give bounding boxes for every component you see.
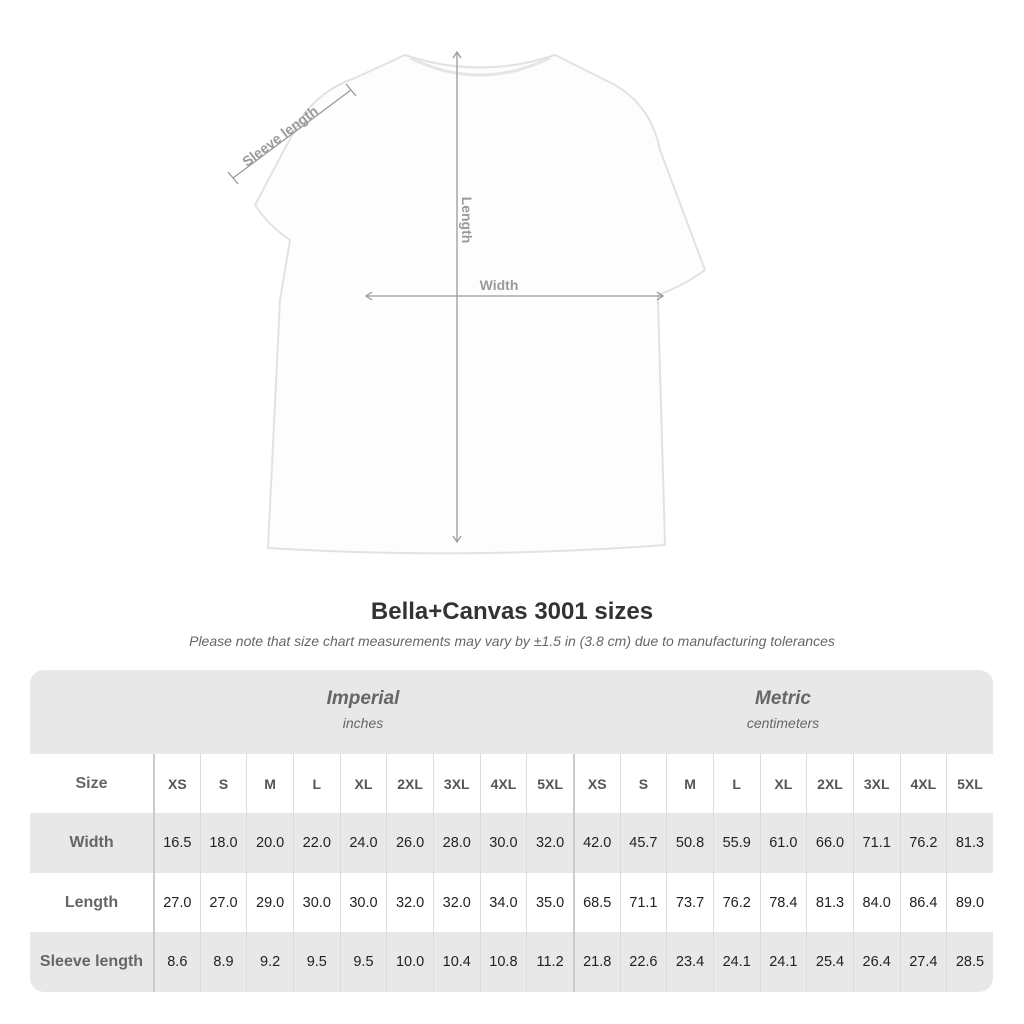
metric-value-cell: 45.7: [619, 813, 667, 873]
imperial-value-cell: 9.2: [246, 932, 293, 992]
row-label: Width: [69, 834, 114, 851]
imperial-value-cell: 10.4: [432, 932, 480, 992]
metric-value-cell: 76.2: [712, 873, 760, 932]
metric-value-cell: 81.3: [946, 813, 993, 873]
imperial-value-cell: 9.5: [339, 932, 387, 992]
size-header-cell: 4XL: [899, 754, 947, 813]
tshirt-diagram: Sleeve length Length Width: [227, 50, 707, 555]
length-label: Length: [459, 197, 475, 244]
size-header-cell: M: [246, 754, 293, 813]
metric-value-cell: 42.0: [572, 813, 620, 873]
metric-value-cell: 61.0: [759, 813, 807, 873]
size-header-cell: 5XL: [946, 754, 993, 813]
size-header-cell: XL: [339, 754, 387, 813]
metric-value-cell: 28.5: [946, 932, 993, 992]
imperial-header: Imperial inches: [153, 670, 573, 754]
metric-value-cell: 50.8: [666, 813, 713, 873]
metric-value-cell: 27.4: [899, 932, 947, 992]
row-label: Size: [75, 774, 108, 792]
size-header-cell: 2XL: [386, 754, 433, 813]
imperial-value-cell: 16.5: [153, 813, 200, 873]
imperial-unit: inches: [342, 715, 384, 731]
imperial-label: Imperial: [326, 688, 400, 709]
metric-value-cell: 21.8: [572, 932, 620, 992]
size-header-cell: 4XL: [479, 754, 527, 813]
imperial-value-cell: 35.0: [526, 873, 573, 932]
imperial-value-cell: 32.0: [432, 873, 480, 932]
metric-unit: centimeters: [746, 715, 820, 731]
metric-value-cell: 89.0: [946, 873, 993, 932]
size-row: Size XS S M L XL 2XL 3XL 4XL 5XL XS S M L XL 2XL 3XL 4XL 5…: [30, 754, 993, 813]
imperial-value-cell: 24.0: [339, 813, 387, 873]
size-header-cell: 3XL: [432, 754, 480, 813]
sleeve-measure-line: [232, 89, 352, 179]
metric-value-cell: 81.3: [806, 873, 853, 932]
size-header-cell: XS: [153, 754, 200, 813]
imperial-value-cell: 34.0: [479, 873, 527, 932]
metric-value-cell: 71.1: [619, 873, 667, 932]
imperial-value-cell: 28.0: [432, 813, 480, 873]
size-header-cell: XL: [759, 754, 807, 813]
metric-value-cell: 66.0: [806, 813, 853, 873]
metric-header: Metric centimeters: [573, 670, 993, 754]
imperial-value-cell: 30.0: [292, 873, 340, 932]
size-table: Imperial inches Metric centimeters Size X…: [30, 670, 993, 992]
table-row: Sleeve length 8.6 8.9 9.2 9.5 9.5 10.0 10.4 10.8…: [30, 932, 993, 992]
metric-value-cell: 73.7: [666, 873, 713, 932]
metric-value-cell: 68.5: [572, 873, 620, 932]
imperial-value-cell: 30.0: [479, 813, 527, 873]
table-row: Width 16.5 18.0 20.0 22.0 24.0 26.0 28.0 30.0 32.…: [30, 813, 993, 873]
page-title: Bella+Canvas 3001 sizes: [370, 598, 654, 625]
size-header-cell: XS: [572, 754, 620, 813]
imperial-value-cell: 32.0: [386, 873, 433, 932]
metric-value-cell: 86.4: [899, 873, 947, 932]
tolerance-note: Please note that size chart measurements…: [189, 633, 835, 649]
imperial-value-cell: 30.0: [339, 873, 387, 932]
width-label: Width: [480, 277, 519, 293]
table-row: Length 27.0 27.0 29.0 30.0 30.0 32.0 32.0 34.0 35…: [30, 873, 993, 932]
imperial-value-cell: 9.5: [292, 932, 340, 992]
metric-value-cell: 84.0: [852, 873, 900, 932]
size-header-cell: 2XL: [806, 754, 853, 813]
metric-value-cell: 24.1: [759, 932, 807, 992]
metric-value-cell: 22.6: [619, 932, 667, 992]
row-label: Length: [64, 893, 119, 911]
imperial-value-cell: 27.0: [153, 873, 200, 932]
imperial-value-cell: 22.0: [292, 813, 340, 873]
metric-value-cell: 25.4: [806, 932, 853, 992]
size-header-cell: 5XL: [526, 754, 573, 813]
imperial-value-cell: 10.0: [386, 932, 433, 992]
metric-value-cell: 24.1: [712, 932, 760, 992]
imperial-value-cell: 26.0: [386, 813, 433, 873]
size-header-cell: S: [199, 754, 247, 813]
metric-value-cell: 23.4: [666, 932, 713, 992]
imperial-value-cell: 32.0: [526, 813, 573, 873]
tshirt-image: [253, 53, 707, 555]
imperial-value-cell: 20.0: [246, 813, 293, 873]
imperial-value-cell: 18.0: [199, 813, 247, 873]
size-header-cell: S: [619, 754, 667, 813]
metric-value-cell: 55.9: [712, 813, 760, 873]
imperial-value-cell: 10.8: [479, 932, 527, 992]
metric-value-cell: 71.1: [852, 813, 900, 873]
metric-value-cell: 26.4: [852, 932, 900, 992]
imperial-value-cell: 11.2: [526, 932, 573, 992]
imperial-value-cell: 27.0: [199, 873, 247, 932]
row-label: Sleeve length: [39, 953, 144, 970]
size-header-cell: 3XL: [852, 754, 900, 813]
imperial-value-cell: 8.6: [153, 932, 200, 992]
size-header-cell: L: [292, 754, 340, 813]
imperial-value-cell: 8.9: [199, 932, 247, 992]
metric-label: Metric: [755, 688, 811, 709]
size-header-cell: L: [712, 754, 760, 813]
imperial-value-cell: 29.0: [246, 873, 293, 932]
metric-value-cell: 76.2: [899, 813, 947, 873]
metric-value-cell: 78.4: [759, 873, 807, 932]
size-header-cell: M: [666, 754, 713, 813]
